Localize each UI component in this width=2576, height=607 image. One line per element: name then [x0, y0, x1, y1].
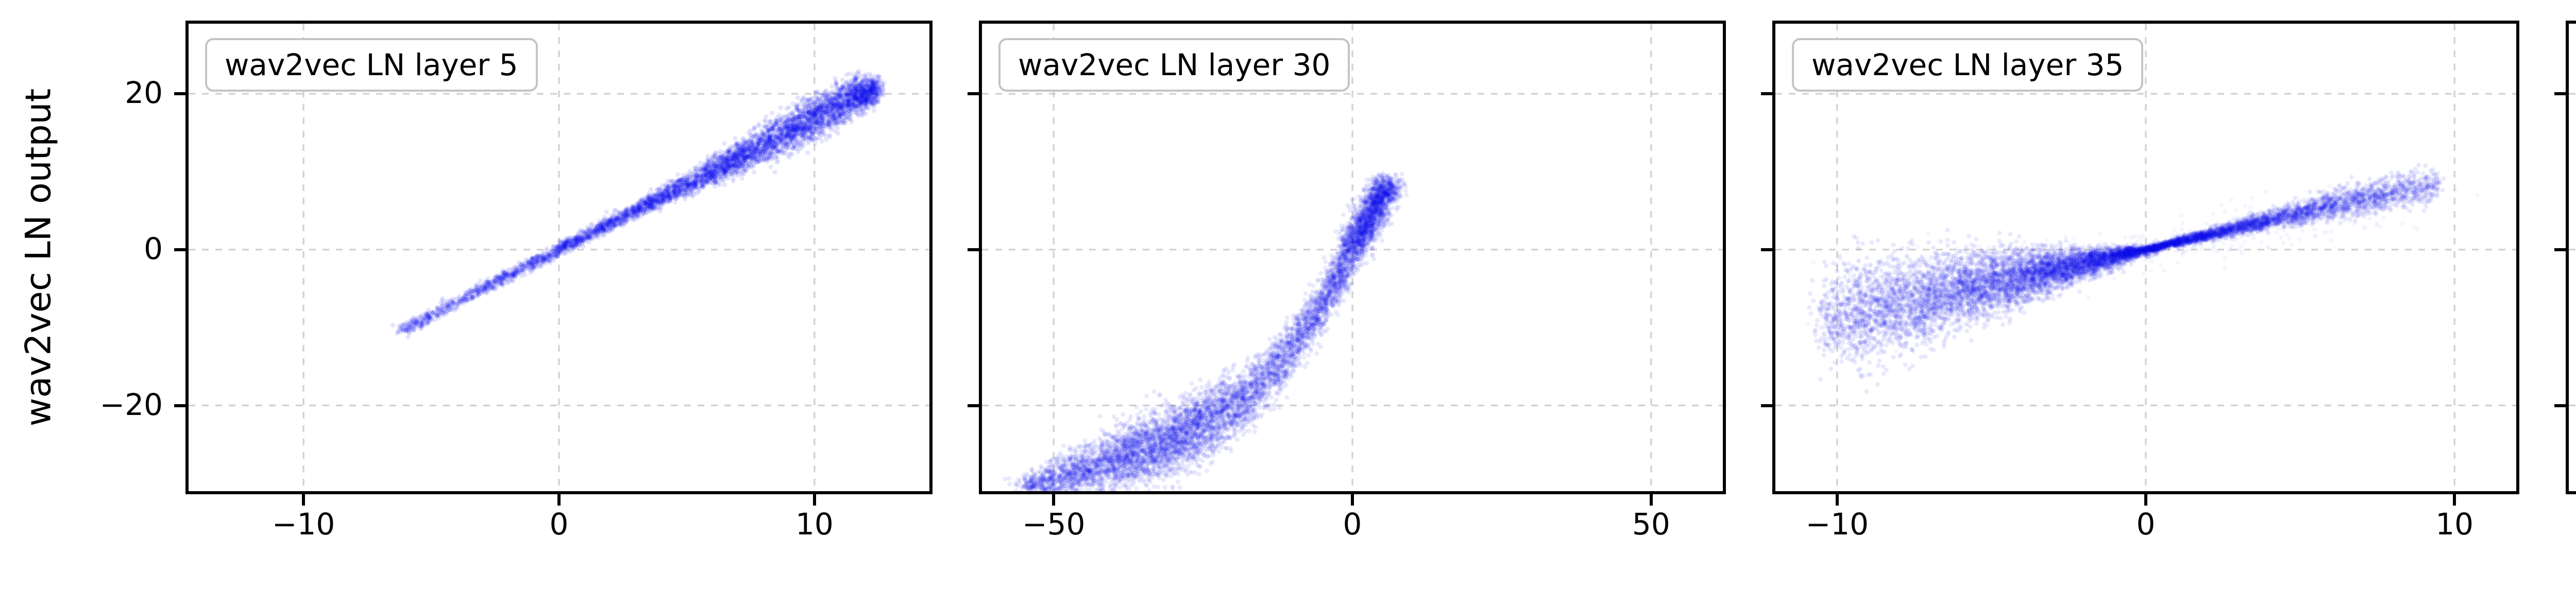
y-tick-mark — [1761, 404, 1772, 407]
y-tick-mark — [2554, 92, 2566, 96]
x-tick-mark — [2453, 494, 2456, 506]
scatter-canvas-layer-40 — [2569, 24, 2576, 491]
scatter-panel-layer-35: wav2vec LN layer 35 −10 0 10 — [1761, 21, 2519, 542]
x-tick-mark — [2144, 494, 2147, 506]
y-tick-mark — [968, 404, 979, 407]
x-tick-mark — [1351, 494, 1354, 506]
panel-label: wav2vec LN layer 5 — [225, 47, 518, 82]
x-tick-label: −10 — [272, 507, 335, 542]
x-tick-label: 0 — [2136, 507, 2156, 542]
y-tick-mark — [2554, 248, 2566, 251]
panel-label-box: wav2vec LN layer 5 — [205, 38, 538, 92]
x-tick-mark — [1649, 494, 1653, 506]
scatter-canvas-layer-35 — [1775, 24, 2516, 491]
y-axis-label: wav2vec LN output — [18, 88, 59, 427]
y-tick-mark — [174, 92, 185, 96]
x-tick-mark — [812, 494, 816, 506]
x-tick-label: 50 — [1632, 507, 1670, 542]
x-tick-mark — [557, 494, 561, 506]
y-tick-mark — [968, 248, 979, 251]
panel-label-box: wav2vec LN layer 35 — [1792, 38, 2144, 92]
scatter-panel-layer-5: wav2vec LN layer 5 −10 0 10 −20 0 20 — [100, 21, 933, 542]
y-tick-label: −20 — [99, 387, 163, 422]
y-tick-label: 0 — [144, 231, 163, 266]
panel-label: wav2vec LN layer 35 — [1811, 47, 2124, 82]
x-tick-label: 0 — [1343, 507, 1362, 542]
y-tick-mark — [174, 248, 185, 251]
y-tick-mark — [2554, 404, 2566, 407]
y-tick-mark — [1761, 248, 1772, 251]
x-tick-label: 0 — [549, 507, 569, 542]
x-tick-mark — [1835, 494, 1839, 506]
x-tick-label: −50 — [1022, 507, 1086, 542]
y-tick-mark — [1761, 92, 1772, 96]
y-tick-mark — [174, 404, 185, 407]
scatter-canvas-layer-5 — [189, 24, 929, 491]
scatter-panel-layer-30: wav2vec LN layer 30 −50 0 50 — [968, 21, 1726, 542]
x-tick-mark — [302, 494, 306, 506]
scatter-panel-layer-40: wav2vec LN layer 40 −1000100 — [2554, 21, 2576, 494]
y-tick-mark — [968, 92, 979, 96]
scatter-canvas-layer-30 — [982, 24, 1723, 491]
x-tick-label: 10 — [2435, 507, 2474, 542]
panel-label: wav2vec LN layer 30 — [1018, 47, 1331, 82]
x-tick-mark — [1052, 494, 1056, 506]
x-tick-label: 10 — [795, 507, 834, 542]
y-tick-label: 20 — [125, 75, 163, 111]
x-tick-label: −10 — [1805, 507, 1869, 542]
panel-label-box: wav2vec LN layer 30 — [998, 38, 1350, 92]
